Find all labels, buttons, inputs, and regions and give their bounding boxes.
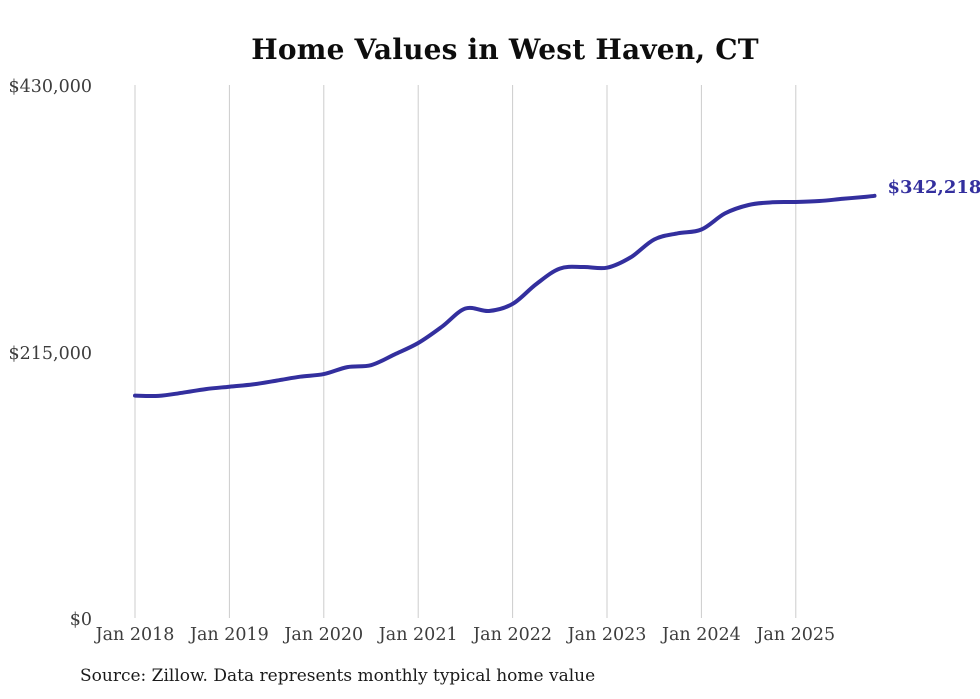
x-axis-label: Jan 2019 <box>189 625 269 645</box>
y-axis-label: $215,000 <box>8 343 92 364</box>
x-axis-label: Jan 2021 <box>378 625 458 645</box>
x-axis-label: Jan 2024 <box>661 625 741 645</box>
chart-title: Home Values in West Haven, CT <box>251 33 759 66</box>
x-axis-label: Jan 2025 <box>756 625 836 645</box>
y-axis-label: $430,000 <box>8 77 92 97</box>
y-axis-label: $0 <box>69 610 92 630</box>
home-value-line <box>133 193 877 399</box>
x-axis-label: Jan 2018 <box>95 625 175 645</box>
x-axis-label: Jan 2022 <box>473 625 552 645</box>
x-axis-label: Jan 2023 <box>567 625 647 645</box>
x-axis-label: Jan 2020 <box>284 625 364 645</box>
source-note: Source: Zillow. Data represents monthly … <box>80 666 596 686</box>
current-value-label: $342,218 <box>887 176 980 198</box>
